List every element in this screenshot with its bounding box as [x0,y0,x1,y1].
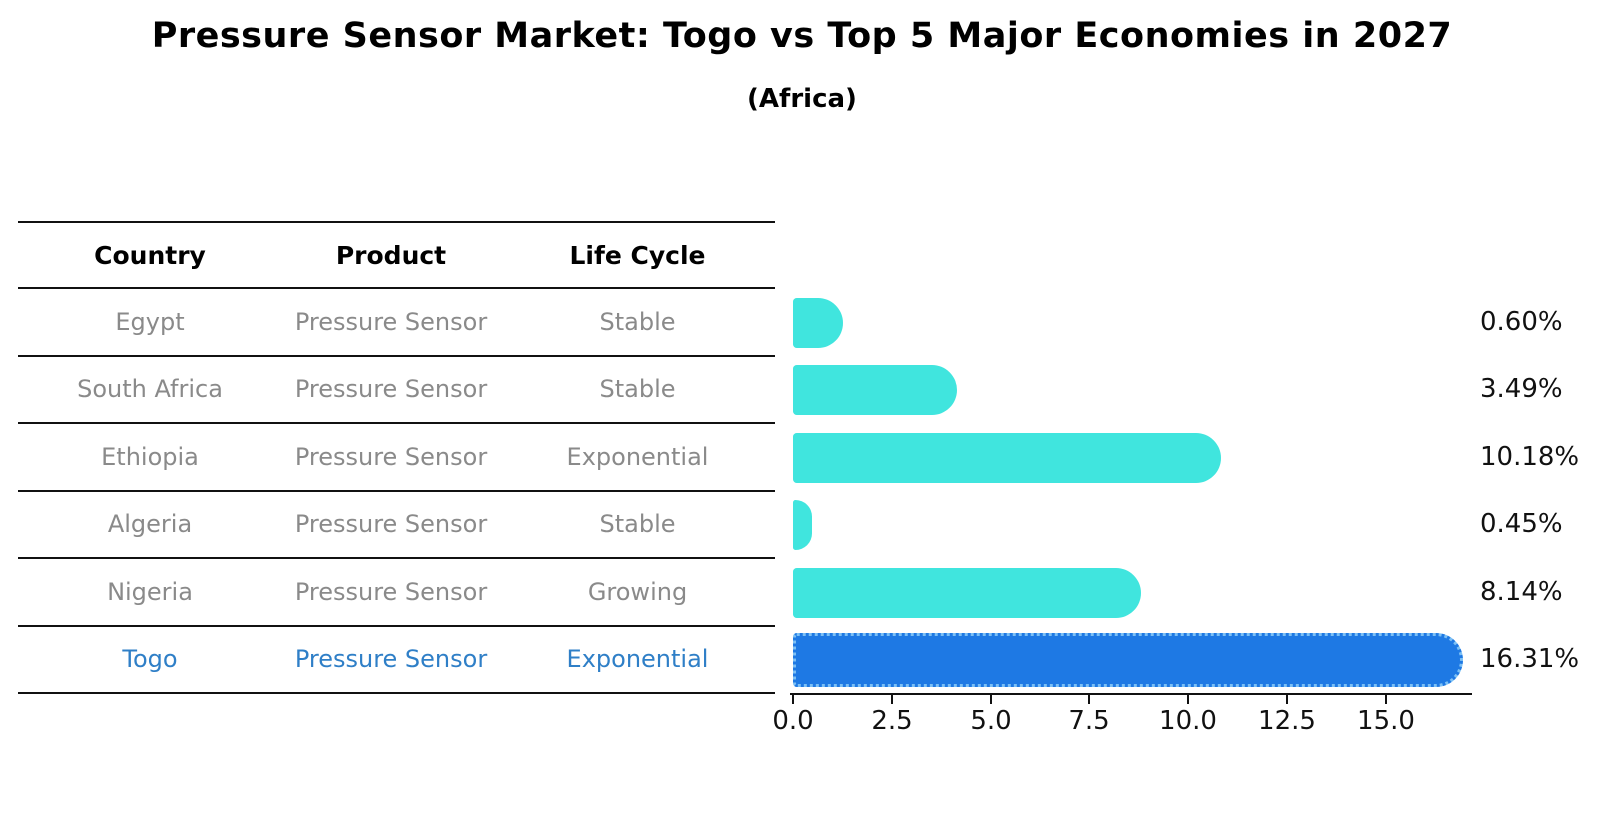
col-header-country: Country [94,240,206,270]
value-label-nigeria: 8.14% [1480,577,1563,607]
x-axis-line [790,693,1472,695]
col-header-product: Product [335,240,447,270]
table-row-ethiopia: Ethiopia Pressure Sensor Exponential [18,424,775,492]
cell-country: Togo [122,645,178,674]
cell-product: Pressure Sensor [294,577,488,606]
x-tick-5.0 [990,695,992,704]
cell-country: Egypt [115,307,185,336]
cell-country: Algeria [107,510,193,539]
cell-life-cycle: Growing [587,577,688,606]
x-tick-12.5 [1286,695,1288,704]
table-row-egypt: Egypt Pressure Sensor Stable [18,289,775,357]
cell-country: South Africa [77,375,223,404]
chart-subtitle: (Africa) [747,84,857,114]
cell-product: Pressure Sensor [294,510,488,539]
table-row-togo: Togo Pressure Sensor Exponential [18,627,775,694]
x-tick-label-15.0: 15.0 [1357,706,1415,736]
cell-product: Pressure Sensor [294,645,488,674]
summary-table: Country Product Life Cycle Egypt Pressure… [18,221,775,694]
cell-life-cycle: Stable [599,510,676,539]
table-header-row: Country Product Life Cycle [18,223,775,289]
x-tick-label-10.0: 10.0 [1159,706,1217,736]
cell-life-cycle: Exponential [566,442,709,471]
bar-south-africa [793,365,957,415]
x-tick-label-0.0: 0.0 [772,706,814,736]
table-row-nigeria: Nigeria Pressure Sensor Growing [18,559,775,627]
value-label-south-africa: 3.49% [1480,374,1563,404]
bar-nigeria [793,568,1141,618]
cell-product: Pressure Sensor [294,307,488,336]
table-row-south-africa: South Africa Pressure Sensor Stable [18,357,775,424]
cell-product: Pressure Sensor [294,375,488,404]
x-tick-2.5 [891,695,893,704]
x-tick-15.0 [1385,695,1387,704]
value-label-ethiopia: 10.18% [1480,442,1580,472]
bar-algeria [793,500,812,550]
x-tick-10.0 [1187,695,1189,704]
cell-life-cycle: Stable [599,375,676,404]
bar-egypt [793,298,843,348]
table-body: Egypt Pressure Sensor Stable South Africa Pr… [18,289,775,694]
x-tick-label-12.5: 12.5 [1258,706,1316,736]
cell-country: Ethiopia [101,442,199,471]
bar-togo [793,633,1463,687]
x-tick-7.5 [1088,695,1090,704]
cell-product: Pressure Sensor [294,442,488,471]
cell-life-cycle: Stable [599,307,676,336]
value-label-togo: 16.31% [1480,644,1580,674]
x-tick-label-7.5: 7.5 [1068,706,1110,736]
bar-ethiopia [793,433,1221,483]
cell-country: Nigeria [107,577,193,606]
x-tick-label-5.0: 5.0 [970,706,1012,736]
col-header-life-cycle: Life Cycle [569,240,706,270]
x-tick-0.0 [792,695,794,704]
value-label-egypt: 0.60% [1480,307,1563,337]
x-tick-label-2.5: 2.5 [871,706,913,736]
chart-title: Pressure Sensor Market: Togo vs Top 5 Ma… [151,16,1453,56]
table-row-algeria: Algeria Pressure Sensor Stable [18,492,775,559]
cell-life-cycle: Exponential [566,645,709,674]
value-label-algeria: 0.45% [1480,509,1563,539]
